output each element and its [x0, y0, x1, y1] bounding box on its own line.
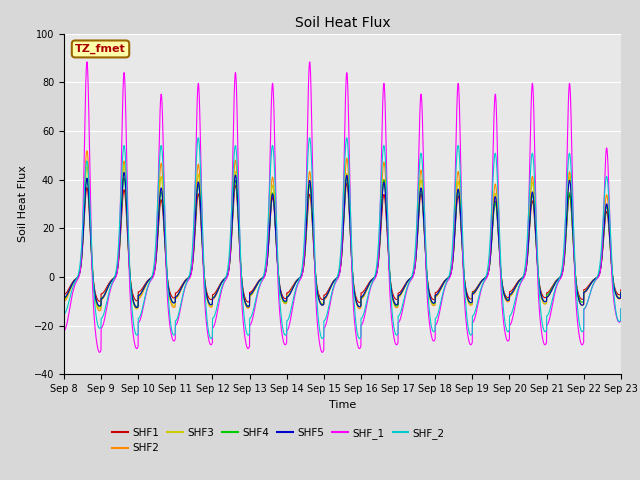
SHF3: [617, 289, 625, 295]
SHF4: [499, 286, 507, 292]
SHF1: [468, 296, 476, 302]
SHF2: [616, 296, 624, 301]
Line: SHF5: SHF5: [64, 172, 621, 308]
Legend: SHF1, SHF2, SHF3, SHF4, SHF5, SHF_1, SHF_2: SHF1, SHF2, SHF3, SHF4, SHF5, SHF_1, SHF…: [108, 424, 449, 457]
Y-axis label: Soil Heat Flux: Soil Heat Flux: [18, 166, 28, 242]
SHF_2: [616, 318, 624, 324]
SHF5: [499, 287, 507, 292]
SHF_1: [499, 313, 507, 319]
SHF3: [133, 306, 141, 312]
SHF3: [468, 301, 476, 307]
Line: SHF4: SHF4: [64, 177, 621, 307]
SHF3: [616, 294, 624, 300]
SHF4: [616, 295, 624, 300]
SHF_2: [322, 315, 330, 321]
SHF3: [161, 219, 168, 225]
SHF_1: [616, 319, 624, 324]
SHF3: [60, 297, 68, 302]
SHF4: [343, 174, 351, 180]
SHF4: [322, 294, 330, 300]
SHF2: [60, 298, 68, 304]
Line: SHF_2: SHF_2: [64, 138, 621, 338]
SHF4: [60, 295, 68, 301]
SHF4: [160, 223, 168, 228]
SHF1: [436, 284, 444, 290]
SHF_2: [617, 306, 625, 312]
SHF_1: [436, 304, 444, 310]
SHF2: [322, 295, 330, 301]
SHF_1: [83, 59, 91, 65]
Line: SHF3: SHF3: [64, 165, 621, 309]
SHF5: [617, 289, 625, 295]
Line: SHF_1: SHF_1: [64, 62, 621, 352]
SHF5: [436, 286, 444, 291]
SHF2: [468, 302, 476, 308]
SHF_2: [436, 300, 444, 306]
SHF1: [343, 180, 351, 186]
SHF2: [161, 212, 168, 217]
Line: SHF1: SHF1: [64, 183, 621, 302]
SHF5: [616, 295, 624, 301]
SHF4: [468, 300, 476, 306]
SHF_2: [319, 336, 326, 341]
SHF_1: [617, 306, 625, 312]
SHF_1: [468, 341, 476, 347]
SHF1: [60, 291, 68, 297]
SHF_1: [322, 322, 330, 328]
SHF5: [468, 300, 476, 305]
SHF1: [160, 228, 168, 233]
SHF5: [161, 226, 168, 231]
SHF4: [356, 304, 364, 310]
SHF_2: [60, 311, 68, 316]
SHF3: [436, 287, 444, 292]
SHF1: [617, 287, 625, 292]
Title: Soil Heat Flux: Soil Heat Flux: [294, 16, 390, 30]
SHF3: [499, 287, 507, 292]
SHF2: [499, 287, 507, 293]
SHF4: [617, 289, 625, 295]
SHF_1: [60, 328, 68, 334]
X-axis label: Time: Time: [329, 400, 356, 409]
SHF2: [83, 148, 91, 154]
Text: TZ_fmet: TZ_fmet: [75, 44, 126, 54]
SHF_2: [343, 135, 351, 141]
SHF3: [322, 294, 330, 300]
SHF_1: [161, 192, 168, 198]
SHF5: [120, 169, 128, 175]
SHF3: [120, 162, 128, 168]
SHF_2: [499, 301, 507, 307]
Line: SHF2: SHF2: [64, 151, 621, 311]
SHF2: [617, 290, 625, 296]
SHF1: [322, 291, 330, 297]
SHF5: [133, 305, 141, 311]
SHF1: [616, 292, 624, 298]
SHF_1: [96, 349, 104, 355]
SHF2: [96, 308, 104, 313]
SHF_2: [160, 189, 168, 195]
SHF5: [322, 294, 330, 300]
SHF5: [60, 295, 68, 300]
SHF_2: [468, 332, 476, 338]
SHF2: [436, 287, 444, 292]
SHF1: [499, 285, 507, 290]
SHF4: [436, 286, 444, 291]
SHF1: [356, 300, 364, 305]
